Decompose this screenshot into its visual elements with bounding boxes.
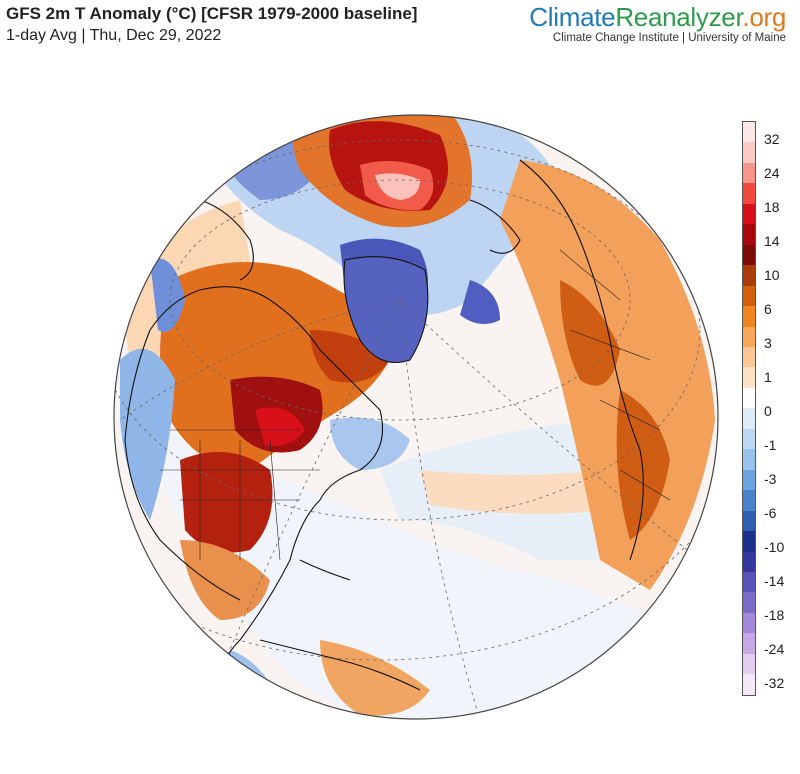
brand-block[interactable]: ClimateReanalyzer.org Climate Change Ins…	[529, 2, 786, 44]
legend-tick-label: 0	[764, 403, 772, 419]
brand-logo-part-reanalyzer: Reanalyzer	[615, 2, 743, 32]
legend-swatch	[743, 203, 755, 225]
legend-swatch	[743, 265, 755, 286]
legend-colorbar	[742, 121, 756, 696]
legend-swatch	[743, 531, 755, 552]
brand-logo-part-climate: Climate	[529, 2, 616, 32]
legend-swatch	[743, 469, 755, 491]
legend-swatch	[743, 367, 755, 388]
brand-logo[interactable]: ClimateReanalyzer.org	[529, 2, 786, 33]
map-subtitle: 1-day Avg | Thu, Dec 29, 2022	[6, 27, 222, 44]
legend-swatch	[743, 244, 755, 266]
legend-swatch	[743, 142, 755, 163]
globe-fill-layer	[114, 115, 718, 719]
legend-swatch	[743, 387, 755, 409]
legend-swatch	[743, 510, 755, 532]
legend-swatch	[743, 612, 755, 634]
legend-swatch	[743, 592, 755, 613]
anomaly-globe-map	[113, 114, 719, 720]
legend-tick-label: 10	[764, 267, 780, 283]
graticule-lines	[114, 115, 718, 719]
legend-swatch	[743, 326, 755, 347]
legend-swatch	[743, 162, 755, 184]
legend-tick-label: -6	[764, 505, 777, 521]
legend-swatch	[743, 428, 755, 450]
legend-swatch	[743, 571, 755, 593]
legend-swatch	[743, 122, 755, 143]
coastlines	[124, 159, 644, 691]
legend-tick-label: -24	[764, 641, 785, 657]
legend-tick-label: -10	[764, 539, 785, 555]
legend-swatch	[743, 306, 755, 327]
legend-tick-label: 18	[764, 199, 780, 215]
legend-tick-label: -32	[764, 675, 785, 691]
legend-swatch	[743, 224, 755, 245]
legend-tick-label: 24	[764, 165, 780, 181]
legend-swatch	[743, 674, 755, 695]
legend-tick-label: -3	[764, 471, 777, 487]
legend-tick-label: 6	[764, 301, 772, 317]
legend-tick-label: -18	[764, 607, 785, 623]
legend-tick-label: 1	[764, 369, 772, 385]
political-borders	[160, 249, 671, 561]
legend-swatch	[743, 551, 755, 572]
brand-tagline: Climate Change Institute | University of…	[552, 32, 786, 44]
brand-logo-part-org: .org	[742, 2, 786, 32]
legend-tick-label: -14	[764, 573, 785, 589]
legend-swatch	[743, 653, 755, 675]
legend-tick-label: -1	[764, 437, 777, 453]
legend-swatch	[743, 490, 755, 511]
legend-tick-label: 32	[764, 131, 780, 147]
globe-outline	[113, 114, 719, 720]
legend-swatch	[743, 285, 755, 307]
legend-tick-label: 3	[764, 335, 772, 351]
legend-swatch	[743, 183, 755, 204]
legend-swatch	[743, 408, 755, 429]
map-title: GFS 2m T Anomaly (°C) [CFSR 1979-2000 ba…	[6, 4, 418, 23]
legend-swatch	[743, 346, 755, 368]
legend-tick-label: 14	[764, 233, 780, 249]
legend-swatch	[743, 633, 755, 654]
legend-swatch	[743, 449, 755, 470]
